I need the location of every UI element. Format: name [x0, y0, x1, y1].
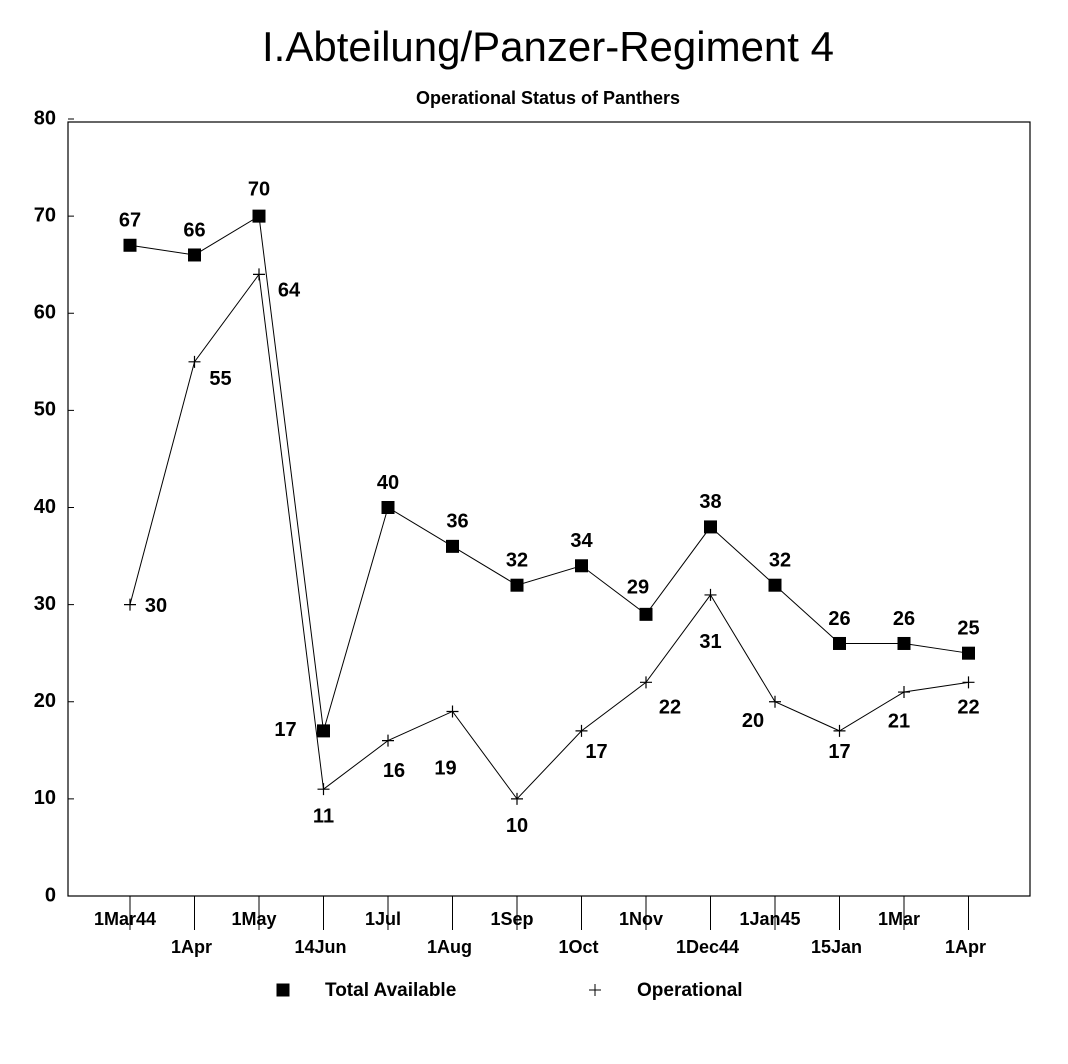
legend-marker	[276, 983, 290, 997]
legend-marker	[589, 984, 601, 996]
legend-label: Operational	[637, 980, 743, 1001]
x-tick-label: 1Aug	[427, 937, 472, 957]
point-marker	[252, 209, 266, 223]
point-marker	[639, 607, 653, 621]
y-tick-label: 40	[34, 496, 56, 518]
point-marker	[575, 724, 588, 737]
point-marker	[317, 783, 330, 796]
data-label: 11	[313, 805, 334, 827]
point-marker	[833, 724, 846, 737]
y-tick-label: 10	[34, 787, 56, 809]
data-label: 22	[659, 697, 681, 719]
data-label: 38	[699, 491, 721, 513]
chart-subtitle: Operational Status of Panthers	[416, 88, 680, 108]
point-marker	[575, 559, 588, 573]
point-marker	[188, 248, 201, 262]
point-marker	[962, 676, 975, 689]
point-marker	[253, 268, 265, 281]
chart-title: I.Abteilung/Panzer-Regiment 4	[262, 23, 834, 70]
data-label: 16	[383, 760, 405, 782]
point-marker	[317, 724, 330, 738]
series-line	[129, 273, 969, 800]
x-tick-label: 14Jun	[294, 937, 346, 957]
point-marker	[382, 734, 394, 747]
x-tick-label: 1Jan45	[739, 909, 800, 929]
point-marker	[123, 238, 137, 252]
plot-frame	[67, 121, 1031, 897]
data-label: 19	[434, 758, 456, 780]
x-tick-label: 1Apr	[945, 937, 986, 957]
x-tick-label: 15Jan	[811, 937, 862, 957]
point-marker	[898, 686, 910, 699]
point-marker	[768, 578, 782, 592]
data-label: 17	[828, 741, 850, 763]
data-label: 32	[769, 549, 791, 571]
y-tick-label: 30	[34, 593, 56, 615]
point-marker	[833, 636, 846, 650]
x-tick-label: 1Mar	[878, 909, 920, 929]
data-label: 25	[957, 617, 979, 639]
point-marker	[640, 676, 652, 689]
data-label: 29	[627, 577, 649, 599]
y-tick-label: 20	[34, 690, 56, 712]
data-label: 34	[570, 530, 593, 552]
data-label: 17	[274, 719, 296, 741]
x-tick-label: 1Mar44	[94, 909, 156, 929]
x-tick-label: 1Nov	[619, 909, 663, 929]
point-marker	[511, 792, 523, 805]
data-label: 55	[209, 368, 231, 390]
point-marker	[510, 578, 524, 592]
data-label: 26	[828, 608, 850, 630]
point-marker	[188, 355, 201, 368]
data-label: 17	[585, 741, 607, 763]
series-line	[129, 215, 969, 732]
data-label: 30	[145, 595, 167, 617]
x-tick-label: 1Sep	[490, 909, 533, 929]
x-tick-label: 1Apr	[171, 937, 212, 957]
data-label: 40	[377, 472, 399, 494]
y-tick-label: 50	[34, 399, 56, 421]
data-label: 32	[506, 549, 528, 571]
data-label: 66	[183, 219, 205, 241]
x-tick-label: 1May	[231, 909, 276, 929]
data-label: 67	[119, 210, 141, 232]
point-marker	[446, 705, 459, 718]
data-label: 21	[888, 710, 910, 732]
data-label: 26	[893, 608, 915, 630]
point-marker	[769, 695, 781, 708]
point-marker	[124, 598, 136, 611]
data-label: 64	[278, 280, 301, 302]
data-label: 31	[699, 631, 721, 653]
data-label: 22	[957, 697, 979, 719]
point-marker	[381, 501, 395, 514]
y-tick-label: 70	[34, 204, 56, 226]
point-marker	[962, 646, 975, 660]
point-marker	[897, 636, 911, 650]
point-marker	[704, 520, 717, 534]
point-marker	[704, 588, 717, 601]
data-label: 70	[248, 178, 270, 200]
legend-label: Total Available	[325, 980, 456, 1001]
data-label: 20	[742, 710, 764, 732]
data-label: 10	[506, 815, 528, 837]
x-tick-label: 1Dec44	[676, 937, 739, 957]
y-tick-label: 60	[34, 302, 56, 324]
y-tick-label: 80	[34, 107, 56, 129]
x-tick-label: 1Oct	[558, 937, 598, 957]
y-tick-label: 0	[45, 884, 56, 906]
x-tick-label: 1Jul	[365, 909, 401, 929]
point-marker	[446, 539, 459, 553]
data-label: 36	[446, 511, 468, 533]
